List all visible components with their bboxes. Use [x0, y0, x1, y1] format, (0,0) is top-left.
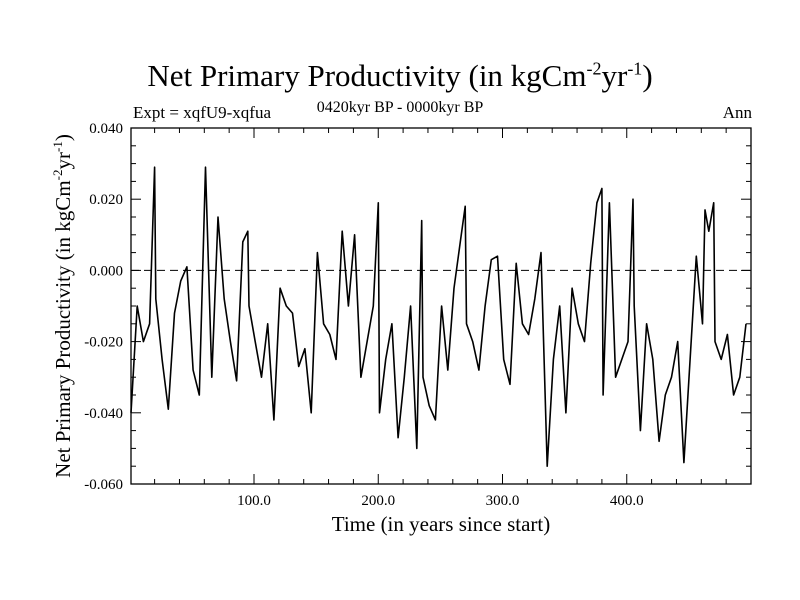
x-tick-label: 400.0: [610, 493, 644, 509]
period-label: 0420kyr BP - 0000kyr BP: [316, 99, 484, 116]
y-tick-label: 0.000: [89, 263, 123, 279]
y-tick-label: 0.020: [89, 192, 123, 208]
experiment-label: Expt = xqfU9-xqfua: [133, 103, 272, 122]
x-tick-label: 300.0: [486, 493, 520, 509]
y-tick-label: -0.040: [84, 406, 123, 422]
x-axis-label: Time (in years since start): [332, 512, 551, 536]
y-tick-label: 0.040: [89, 121, 123, 137]
chart-title: Net Primary Productivity (in kgCm-2yr-1): [147, 58, 653, 93]
npp-series-line: [130, 166, 747, 467]
y-axis-label: Net Primary Productivity (in kgCm-2yr-1): [50, 134, 75, 478]
x-tick-label: 200.0: [361, 493, 395, 509]
season-label: Ann: [722, 103, 752, 122]
y-tick-label: -0.060: [84, 477, 123, 493]
y-tick-label: -0.020: [84, 335, 123, 351]
x-tick-label: 100.0: [237, 493, 271, 509]
